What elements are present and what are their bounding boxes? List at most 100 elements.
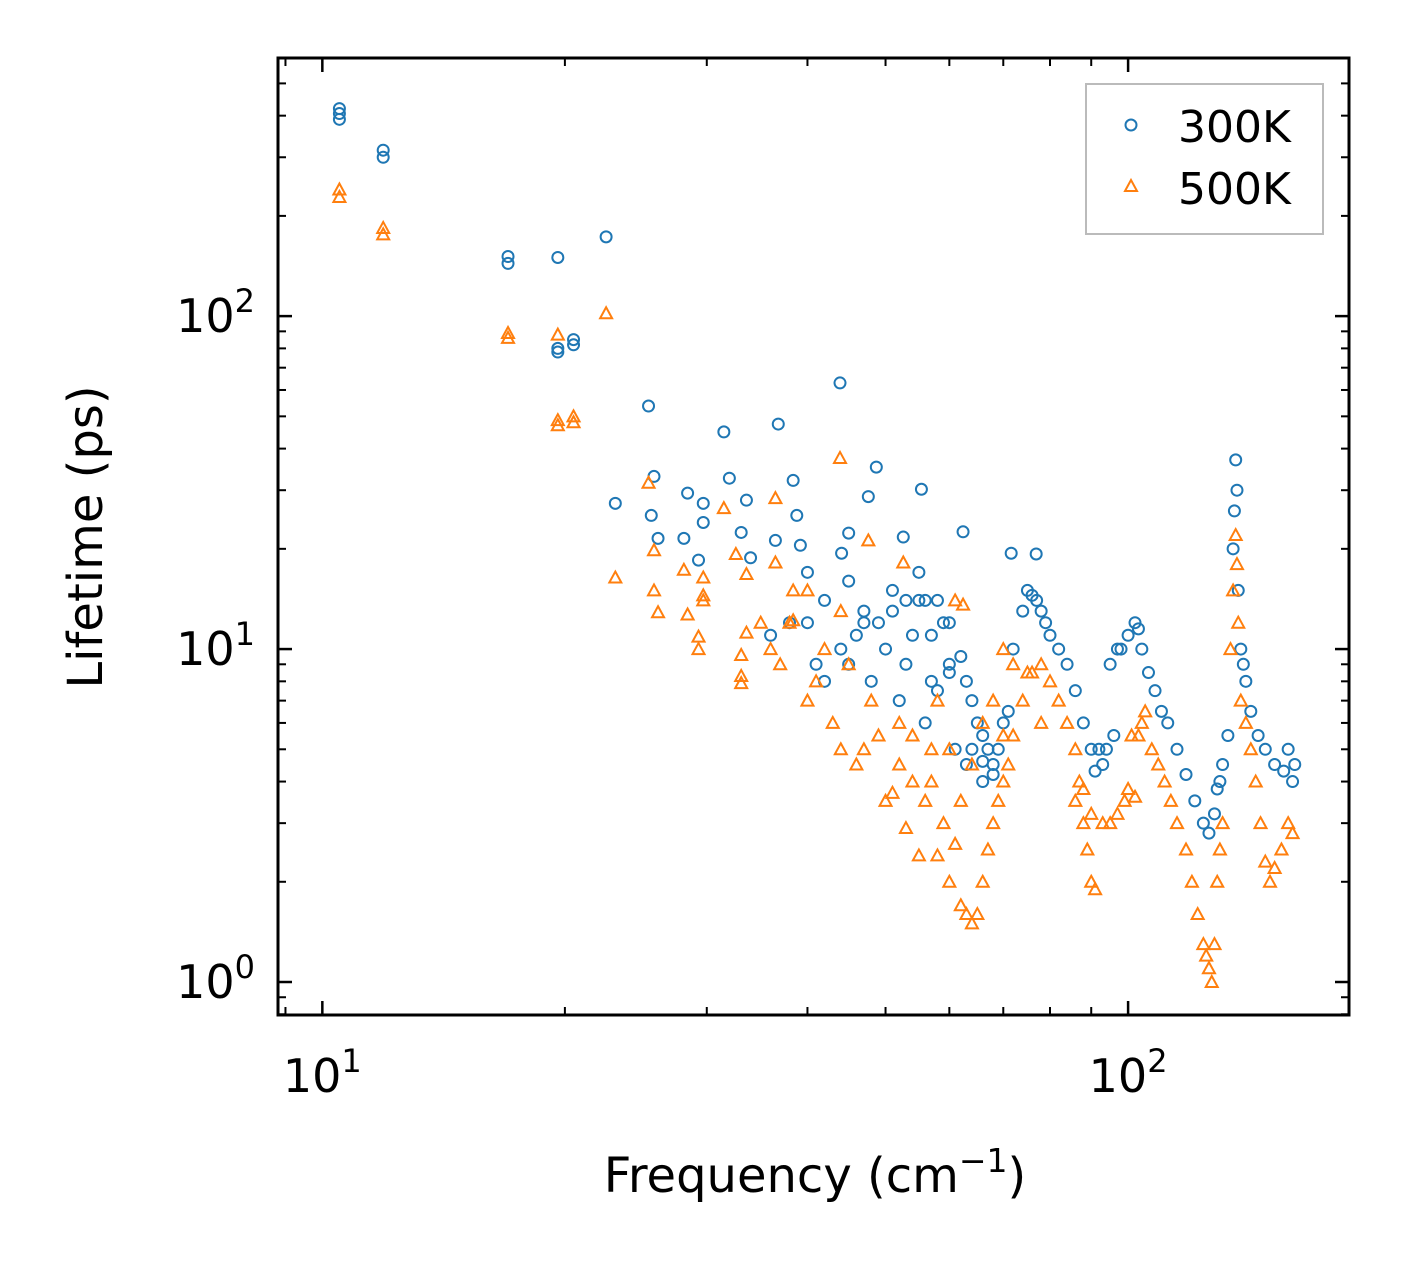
point-500K bbox=[1083, 873, 1099, 888]
point-300K bbox=[1052, 642, 1066, 656]
point-300K bbox=[1076, 716, 1090, 730]
point-300K bbox=[739, 493, 753, 507]
point-300K bbox=[1016, 604, 1030, 618]
point-500K bbox=[1059, 714, 1075, 729]
point-300K bbox=[956, 525, 970, 539]
point-500K bbox=[964, 915, 980, 930]
point-500K bbox=[1201, 960, 1217, 975]
point-300K bbox=[800, 565, 814, 579]
point-300K bbox=[996, 716, 1010, 730]
point-500K bbox=[947, 592, 963, 607]
point-500K bbox=[716, 500, 732, 515]
point-300K bbox=[1161, 716, 1175, 730]
point-300K bbox=[1060, 657, 1074, 671]
point-500K bbox=[995, 727, 1011, 742]
point-500K bbox=[733, 646, 749, 661]
point-500K bbox=[898, 819, 914, 835]
point-500K bbox=[895, 554, 911, 569]
point-500K bbox=[1280, 815, 1296, 830]
point-300K bbox=[1281, 742, 1295, 756]
point-500K bbox=[1127, 788, 1143, 803]
point-300K bbox=[954, 649, 968, 663]
point-300K bbox=[1207, 807, 1221, 821]
axis-ticks bbox=[278, 58, 1349, 1016]
point-300K bbox=[1043, 628, 1057, 642]
point-500K bbox=[953, 792, 969, 807]
point-300K bbox=[793, 538, 807, 552]
point-300K bbox=[936, 616, 950, 630]
point-500K bbox=[733, 675, 749, 690]
point-500K bbox=[753, 614, 769, 629]
point-300K bbox=[842, 574, 856, 588]
point-300K bbox=[1268, 758, 1282, 772]
point-500K bbox=[911, 847, 927, 862]
point-300K bbox=[501, 250, 515, 264]
point-500K bbox=[375, 219, 391, 234]
point-500K bbox=[860, 532, 877, 547]
legend: 300K 500K bbox=[1085, 83, 1324, 235]
point-300K bbox=[1210, 782, 1224, 796]
point-300K bbox=[1226, 542, 1240, 556]
point-300K bbox=[1131, 622, 1145, 636]
point-300K bbox=[930, 593, 944, 607]
point-500K bbox=[1067, 792, 1084, 807]
point-500K bbox=[1195, 935, 1212, 951]
point-500K bbox=[695, 569, 711, 584]
point-500K bbox=[781, 614, 798, 629]
point-500K bbox=[833, 741, 849, 756]
point-500K bbox=[1178, 841, 1194, 856]
point-300K bbox=[768, 533, 782, 547]
point-500K bbox=[1024, 664, 1040, 679]
point-500K bbox=[953, 897, 969, 912]
point-300K bbox=[1114, 642, 1128, 656]
point-500K bbox=[1095, 815, 1111, 830]
point-500K bbox=[848, 756, 865, 771]
point-500K bbox=[825, 714, 841, 729]
point-500K bbox=[733, 667, 749, 683]
point-500K bbox=[980, 841, 996, 856]
point-500K bbox=[990, 792, 1006, 807]
point-300K bbox=[1239, 674, 1253, 688]
point-500K bbox=[767, 554, 784, 569]
point-300K bbox=[1234, 642, 1248, 656]
point-500K bbox=[1204, 973, 1220, 989]
point-300K bbox=[879, 642, 893, 656]
point-500K bbox=[1238, 714, 1254, 729]
point-500K bbox=[891, 756, 907, 771]
point-300K bbox=[1221, 729, 1235, 743]
point-500K bbox=[870, 727, 887, 742]
point-300K bbox=[677, 531, 691, 545]
point-300K bbox=[1258, 742, 1272, 756]
point-500K bbox=[1042, 673, 1058, 688]
point-300K bbox=[1148, 684, 1162, 698]
point-500K bbox=[1228, 526, 1244, 542]
point-500K bbox=[840, 656, 857, 671]
point-300K bbox=[786, 473, 800, 487]
point-500K bbox=[1266, 859, 1283, 875]
point-500K bbox=[947, 835, 963, 850]
point-500K bbox=[1209, 873, 1225, 888]
point-500K bbox=[772, 656, 788, 671]
point-300K bbox=[651, 531, 665, 545]
point-300K bbox=[1001, 704, 1015, 718]
point-500K bbox=[1079, 841, 1095, 856]
point-300K bbox=[1030, 593, 1044, 607]
point-500K bbox=[695, 592, 711, 607]
point-300K bbox=[885, 604, 899, 618]
point-300K bbox=[1141, 666, 1155, 680]
point-500K bbox=[1212, 841, 1228, 856]
point-500K bbox=[929, 847, 946, 862]
point-500K bbox=[1252, 815, 1269, 830]
point-500K bbox=[690, 628, 707, 643]
point-500K bbox=[808, 673, 824, 688]
point-300K bbox=[376, 143, 390, 157]
point-300K bbox=[924, 674, 938, 688]
point-300K bbox=[1251, 729, 1265, 743]
point-500K bbox=[565, 408, 582, 423]
point-300K bbox=[1286, 775, 1300, 789]
point-300K bbox=[800, 616, 814, 630]
point-500K bbox=[738, 624, 755, 639]
point-300K bbox=[567, 338, 581, 352]
point-500K bbox=[767, 490, 784, 505]
